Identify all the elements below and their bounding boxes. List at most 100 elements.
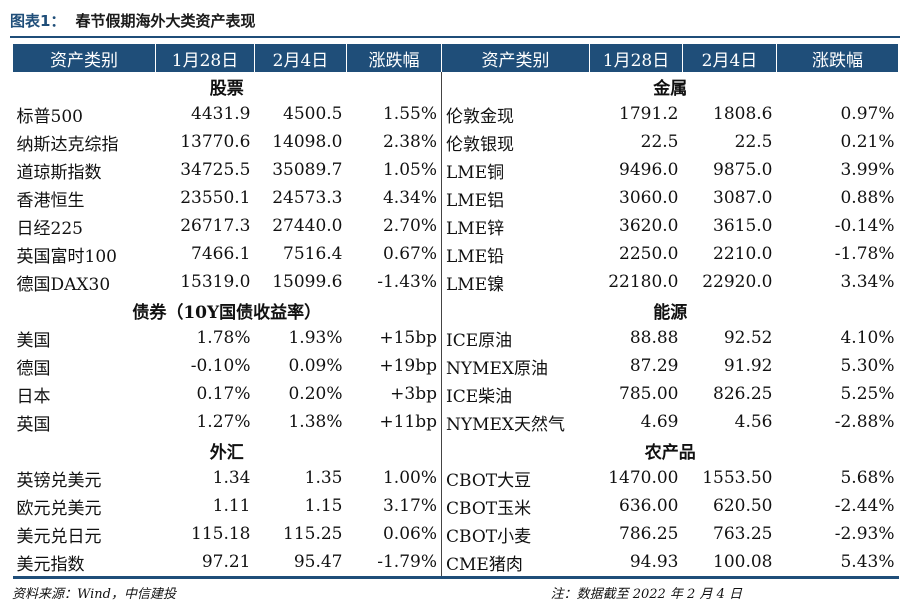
table-row: 香港恒生 23550.1 24573.3 4.34% LME铝 3060.0 3087.0 0… — [13, 184, 899, 212]
value-cell: 763.25 — [713, 524, 773, 544]
value-cell: 115.25 — [283, 524, 343, 544]
value-cell: 91.92 — [723, 356, 773, 376]
value-cell: 7516.4 — [283, 244, 343, 264]
change-cell: +11bp — [379, 412, 437, 432]
value-cell: 22.5 — [734, 132, 773, 152]
figure-label: 图表1： — [10, 12, 66, 30]
table-row: 标普500 4431.9 4500.5 1.55% 伦敦金现 1791.2 1808.6 0.… — [13, 100, 899, 128]
header-cell: 2月4日 — [254, 44, 347, 72]
change-cell: 0.88% — [840, 188, 895, 208]
change-cell: -2.93% — [834, 524, 895, 544]
value-cell: 27440.0 — [272, 216, 343, 236]
asset-name-cell: LME镍 — [441, 268, 590, 296]
value-cell: 1470.00 — [608, 468, 679, 488]
change-cell: 0.06% — [382, 524, 437, 544]
asset-name-cell: LME铅 — [441, 240, 590, 268]
asset-name-cell: 德国DAX30 — [16, 274, 111, 295]
value-cell: 34725.5 — [180, 160, 251, 180]
asset-name-cell: 德国 — [16, 358, 51, 379]
change-cell: 4.10% — [840, 328, 895, 348]
value-cell: 14098.0 — [272, 132, 343, 152]
section-heading: 债券（10Y国债收益率） — [132, 302, 322, 323]
change-cell: 5.30% — [840, 356, 895, 376]
value-cell: 4431.9 — [191, 104, 251, 124]
header-cell: 涨跌幅 — [346, 44, 442, 72]
source-note: 资料来源：Wind，中信建投 — [12, 587, 176, 602]
value-cell: 15319.0 — [180, 272, 251, 292]
value-cell: 13770.6 — [180, 132, 251, 152]
value-cell: -0.10% — [190, 356, 251, 376]
asset-name-cell: 欧元兑美元 — [16, 498, 102, 519]
section-heading: 农产品 — [441, 436, 899, 464]
asset-name-cell: LME铝 — [441, 184, 590, 212]
value-cell: 7466.1 — [191, 244, 251, 264]
change-cell: 0.97% — [840, 104, 895, 124]
table-row: 德国DAX30 15319.0 15099.6 -1.43% LME镍 22180.0 22… — [13, 268, 899, 296]
change-cell: 5.25% — [840, 384, 895, 404]
figure-title-text: 春节假期海外大类资产表现 — [75, 12, 256, 30]
value-cell: 620.50 — [713, 496, 773, 516]
asset-name-cell: CBOT玉米 — [441, 492, 590, 520]
asset-name-cell: 香港恒生 — [16, 190, 85, 211]
value-cell: 9496.0 — [619, 160, 679, 180]
asset-name-cell: 英国富时100 — [16, 246, 117, 267]
asset-name-cell: 美元兑日元 — [16, 526, 102, 547]
asset-name-cell: 美元指数 — [12, 548, 156, 579]
header-cell: 资产类别 — [441, 44, 590, 72]
asset-name-cell: NYMEX原油 — [441, 352, 590, 380]
table-row: 日经225 26717.3 27440.0 2.70% LME锌 3620.0 3615.0… — [13, 212, 899, 240]
value-cell: 1.93% — [288, 328, 343, 348]
asset-name-cell: 纳斯达克综指 — [16, 134, 119, 155]
header-cell: 涨跌幅 — [776, 44, 899, 72]
value-cell: 97.21 — [155, 548, 255, 579]
value-cell: 3087.0 — [713, 188, 773, 208]
header-cell: 资产类别 — [12, 44, 156, 72]
value-cell: 92.52 — [723, 328, 773, 348]
value-cell: 22.5 — [640, 132, 679, 152]
change-cell: 1.05% — [382, 160, 437, 180]
value-cell: 786.25 — [619, 524, 679, 544]
value-cell: 35089.7 — [272, 160, 343, 180]
change-cell: -2.44% — [834, 496, 895, 516]
value-cell: 95.47 — [254, 548, 347, 579]
asset-name-cell: CBOT大豆 — [441, 464, 590, 492]
footer: 资料来源：Wind，中信建投 注：数据截至 2022 年 2 月 4 日 — [12, 583, 898, 607]
value-cell: 1.27% — [196, 412, 251, 432]
value-cell: 3060.0 — [619, 188, 679, 208]
value-cell: 826.25 — [713, 384, 773, 404]
value-cell: 3620.0 — [619, 216, 679, 236]
value-cell: 1808.6 — [713, 104, 773, 124]
value-cell: 22920.0 — [702, 272, 773, 292]
asset-name-cell: CBOT小麦 — [441, 520, 590, 548]
section-row: 股票 金属 — [13, 72, 899, 100]
asset-name-cell: LME铜 — [441, 156, 590, 184]
section-heading: 能源 — [441, 296, 899, 324]
value-cell: 94.93 — [589, 548, 683, 579]
value-cell: 1.11 — [212, 496, 251, 516]
change-cell: +19bp — [379, 356, 437, 376]
section-heading: 股票 — [209, 78, 244, 99]
value-cell: 26717.3 — [180, 216, 251, 236]
change-cell: 3.99% — [840, 160, 895, 180]
section-heading: 外汇 — [209, 442, 244, 463]
asset-name-cell: LME锌 — [441, 212, 590, 240]
change-cell: 3.17% — [382, 496, 437, 516]
section-heading: 金属 — [441, 72, 899, 100]
table-row: 欧元兑美元 1.11 1.15 3.17% CBOT玉米 636.00 620.50 -2.4… — [13, 492, 899, 520]
value-cell: 2210.0 — [713, 244, 773, 264]
header-row: 资产类别 1月28日 2月4日 涨跌幅 资产类别 1月28日 2月4日 涨跌幅 — [12, 44, 899, 72]
asset-name-cell: 美国 — [16, 330, 51, 351]
value-cell: 24573.3 — [272, 188, 343, 208]
value-cell: 1.15 — [304, 496, 343, 516]
table-row: 道琼斯指数 34725.5 35089.7 1.05% LME铜 9496.0 9875.0… — [13, 156, 899, 184]
header-cell: 2月4日 — [682, 44, 777, 72]
value-cell: 100.08 — [682, 548, 777, 579]
asset-performance-table: 资产类别 1月28日 2月4日 涨跌幅 资产类别 1月28日 2月4日 涨跌幅 … — [12, 44, 899, 579]
value-cell: 1.38% — [288, 412, 343, 432]
asset-name-cell: ICE柴油 — [441, 380, 590, 408]
value-cell: 4.56 — [734, 412, 773, 432]
header-cell: 1月28日 — [589, 44, 683, 72]
change-cell: 1.55% — [382, 104, 437, 124]
table-row: 德国 -0.10% 0.09% +19bp NYMEX原油 87.29 91.92 5.30% — [13, 352, 899, 380]
table-row: 英镑兑美元 1.34 1.35 1.00% CBOT大豆 1470.00 1553.50 5.… — [13, 464, 899, 492]
